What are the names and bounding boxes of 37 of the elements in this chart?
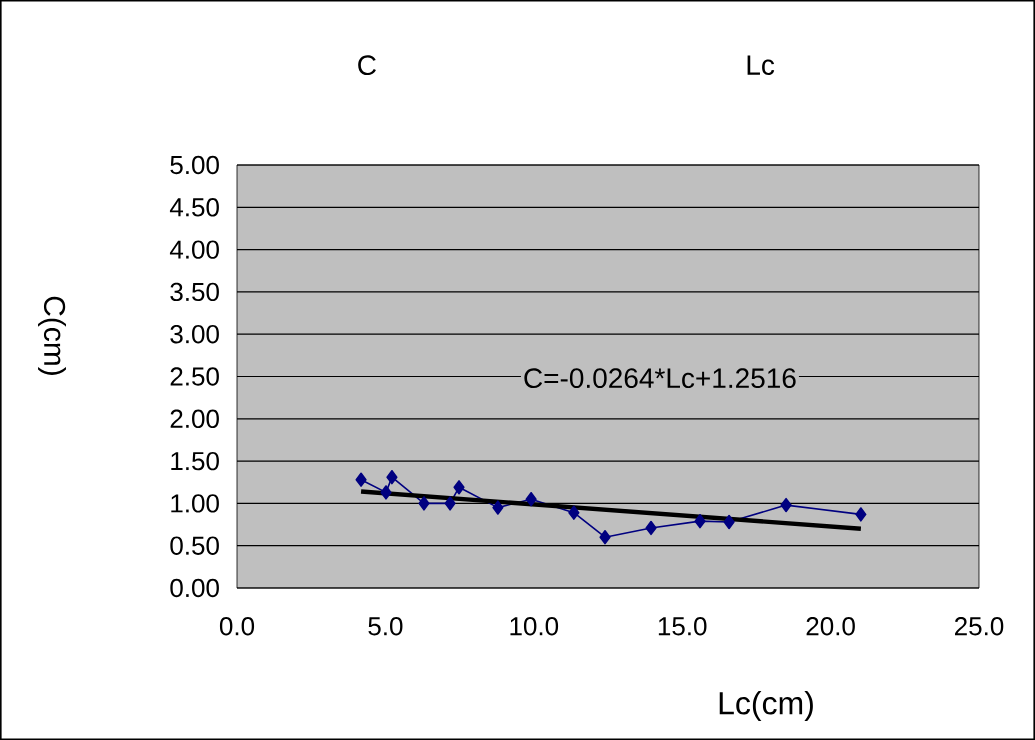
y-tick-label: 3.50 [170, 282, 219, 302]
y-tick-label: 1.50 [171, 451, 219, 471]
text: Lc [747, 55, 775, 75]
y-tick-label: 1.00 [171, 494, 219, 513]
y-tick-label: 0.50 [170, 536, 219, 555]
point [453, 480, 465, 495]
annotation: C=-0.0264*Lc+1.2516 [524, 368, 796, 389]
point [355, 472, 367, 487]
point [694, 513, 706, 529]
point [386, 469, 398, 485]
y-tick-label: 2.50 [170, 367, 219, 386]
point [780, 497, 792, 513]
x-tick-label: 10.0 [510, 617, 559, 636]
point [444, 496, 456, 511]
point [645, 520, 657, 536]
point [418, 496, 430, 511]
text: C [358, 55, 376, 76]
point [380, 485, 392, 500]
point [492, 500, 504, 515]
x-tick-label: 15.0 [658, 617, 707, 636]
y-axis-title: C(cm) [38, 296, 66, 375]
y-tick-label: 3.00 [170, 324, 219, 344]
point [599, 530, 611, 545]
point [568, 505, 580, 520]
y-tick-label: 4.50 [169, 198, 219, 217]
point [525, 491, 537, 507]
x-tick-label: 25.0 [955, 617, 1004, 636]
x-tick-label: 0.0 [219, 617, 255, 636]
y-tick-label: 4.00 [169, 240, 219, 259]
y-tick-label: 5.00 [170, 155, 219, 175]
y-tick-label: 0.00 [170, 578, 219, 598]
point [723, 514, 735, 530]
point [855, 507, 867, 522]
x-axis-title: Lc(cm) [719, 691, 813, 721]
x-tick-label: 5.0 [368, 617, 403, 636]
y-tick-label: 2.00 [170, 409, 219, 428]
x-tick-label: 20.0 [806, 617, 855, 636]
